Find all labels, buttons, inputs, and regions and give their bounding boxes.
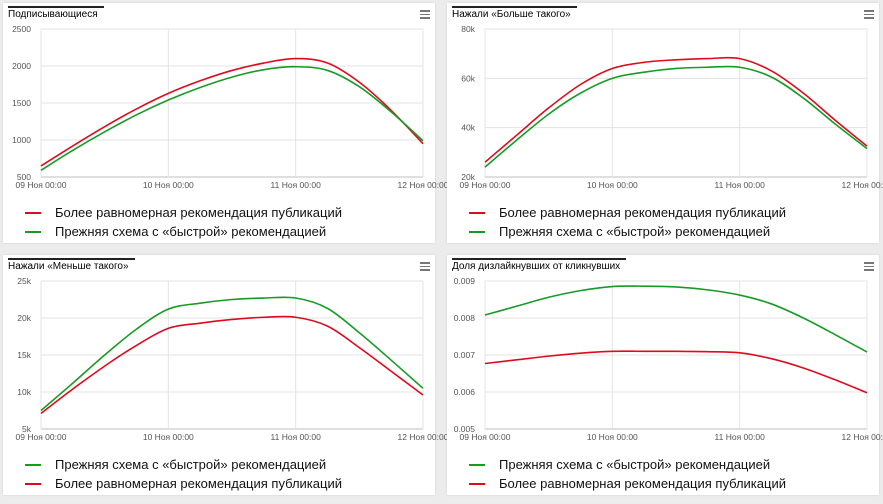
y-tick-label: 60k	[461, 73, 475, 83]
hamburger-menu-icon[interactable]	[863, 261, 875, 271]
chart-panel-more-like-this: Нажали «Больше такого» 20k 40k 60k 80k 09 Ноя…	[447, 3, 883, 243]
legend-item-red[interactable]: Более равномерная рекомендация публикаци…	[25, 203, 342, 222]
y-tick-label: 0.005	[454, 424, 476, 434]
series-line-green	[484, 65, 868, 168]
x-tick-label: 09 Ноя 00:00	[460, 432, 511, 442]
chart-panel-less-like-this: Нажали «Меньше такого» 5k 10k 15k 20k 25k 09 Н…	[3, 255, 449, 495]
legend-item-red[interactable]: Более равномерная рекомендация публикаци…	[469, 474, 786, 493]
y-tick-label: 80k	[461, 24, 475, 34]
legend-item-green[interactable]: Прежняя схема с «быстрой» рекомендацией	[25, 222, 342, 241]
legend-swatch	[25, 230, 41, 233]
y-tick-label: 5k	[22, 424, 32, 434]
series-line-green	[484, 285, 868, 353]
legend-swatch	[469, 463, 485, 466]
x-tick-label: 10 Ноя 00:00	[587, 180, 638, 190]
chart-legend: Прежняя схема с «быстрой» рекомендацией Б…	[25, 455, 342, 493]
x-tick-label: 11 Ноя 00:00	[715, 432, 766, 442]
legend-label: Прежняя схема с «быстрой» рекомендацией	[55, 457, 327, 472]
legend-label: Прежняя схема с «быстрой» рекомендацией	[499, 224, 771, 239]
y-tick-label: 20k	[461, 172, 475, 182]
y-tick-label: 1500	[12, 98, 31, 108]
y-tick-label: 1000	[12, 135, 31, 145]
x-tick-label: 12 Ноя 00:00	[842, 432, 883, 442]
y-tick-label: 0.009	[454, 276, 476, 286]
legend-item-red[interactable]: Более равномерная рекомендация публикаци…	[469, 203, 786, 222]
x-tick-label: 10 Ноя 00:00	[143, 432, 194, 442]
y-tick-label: 40k	[461, 123, 475, 133]
legend-swatch	[25, 463, 41, 466]
legend-swatch	[25, 482, 41, 485]
chart-legend: Более равномерная рекомендация публикаци…	[25, 203, 342, 241]
y-tick-label: 0.007	[454, 350, 476, 360]
chart-legend: Прежняя схема с «быстрой» рекомендацией Б…	[469, 455, 786, 493]
line-chart: 5k 10k 15k 20k 25k 09 Ноя 00:00 10 Ноя 00:00 11…	[16, 276, 449, 442]
x-tick-label: 11 Ноя 00:00	[271, 432, 322, 442]
chart-panel-dislike-share: Доля дизлайкнувших от кликнувших 0.005 0.0…	[447, 255, 883, 495]
legend-swatch	[469, 482, 485, 485]
x-tick-label: 09 Ноя 00:00	[16, 180, 67, 190]
y-tick-label: 0.006	[454, 387, 476, 397]
series-line-red	[484, 56, 868, 163]
chart-panel-subscribers: Подписывающиеся 500 1000 1500 2000 2500 09 Ноя…	[3, 3, 449, 243]
legend-item-green[interactable]: Прежняя схема с «быстрой» рекомендацией	[469, 222, 786, 241]
hamburger-menu-icon[interactable]	[863, 9, 875, 19]
y-tick-label: 10k	[17, 387, 31, 397]
series-line-red	[484, 350, 868, 394]
x-tick-label: 11 Ноя 00:00	[715, 180, 766, 190]
legend-swatch	[469, 211, 485, 214]
x-tick-label: 11 Ноя 00:00	[271, 180, 322, 190]
y-tick-label: 20k	[17, 313, 31, 323]
hamburger-menu-icon[interactable]	[419, 9, 431, 19]
x-tick-label: 12 Ноя 00:00	[398, 180, 449, 190]
series-line-green	[40, 65, 424, 172]
y-tick-label: 0.008	[454, 313, 476, 323]
chart-title: Подписывающиеся	[8, 6, 104, 23]
hamburger-menu-icon[interactable]	[419, 261, 431, 271]
legend-label: Прежняя схема с «быстрой» рекомендацией	[55, 224, 327, 239]
legend-swatch	[469, 230, 485, 233]
series-line-green	[40, 296, 424, 412]
legend-item-green[interactable]: Прежняя схема с «быстрой» рекомендацией	[25, 455, 342, 474]
x-tick-label: 12 Ноя 00:00	[398, 432, 449, 442]
chart-title: Доля дизлайкнувших от кликнувших	[452, 258, 627, 275]
chart-title: Нажали «Меньше такого»	[8, 258, 135, 275]
y-tick-label: 2500	[12, 24, 31, 34]
y-tick-label: 500	[17, 172, 31, 182]
legend-item-red[interactable]: Более равномерная рекомендация публикаци…	[25, 474, 342, 493]
x-tick-label: 10 Ноя 00:00	[587, 432, 638, 442]
line-chart: 500 1000 1500 2000 2500 09 Ноя 00:00 10 Ноя 00…	[12, 24, 449, 190]
y-tick-label: 25k	[17, 276, 31, 286]
y-tick-label: 2000	[12, 61, 31, 71]
x-tick-label: 09 Ноя 00:00	[460, 180, 511, 190]
chart-legend: Более равномерная рекомендация публикаци…	[469, 203, 786, 241]
x-tick-label: 09 Ноя 00:00	[16, 432, 67, 442]
legend-label: Прежняя схема с «быстрой» рекомендацией	[499, 457, 771, 472]
series-line-red	[40, 57, 424, 167]
chart-title: Нажали «Больше такого»	[452, 6, 577, 23]
x-tick-label: 12 Ноя 00:00	[842, 180, 883, 190]
legend-label: Более равномерная рекомендация публикаци…	[499, 205, 786, 220]
series-line-red	[40, 315, 424, 415]
legend-label: Более равномерная рекомендация публикаци…	[55, 476, 342, 491]
legend-label: Более равномерная рекомендация публикаци…	[55, 205, 342, 220]
legend-swatch	[25, 211, 41, 214]
line-chart: 0.005 0.006 0.007 0.008 0.009 09 Ноя 00:00 10 …	[454, 276, 883, 442]
line-chart: 20k 40k 60k 80k 09 Ноя 00:00 10 Ноя 00:00 11 Н…	[460, 24, 883, 190]
y-tick-label: 15k	[17, 350, 31, 360]
legend-label: Более равномерная рекомендация публикаци…	[499, 476, 786, 491]
x-tick-label: 10 Ноя 00:00	[143, 180, 194, 190]
legend-item-green[interactable]: Прежняя схема с «быстрой» рекомендацией	[469, 455, 786, 474]
